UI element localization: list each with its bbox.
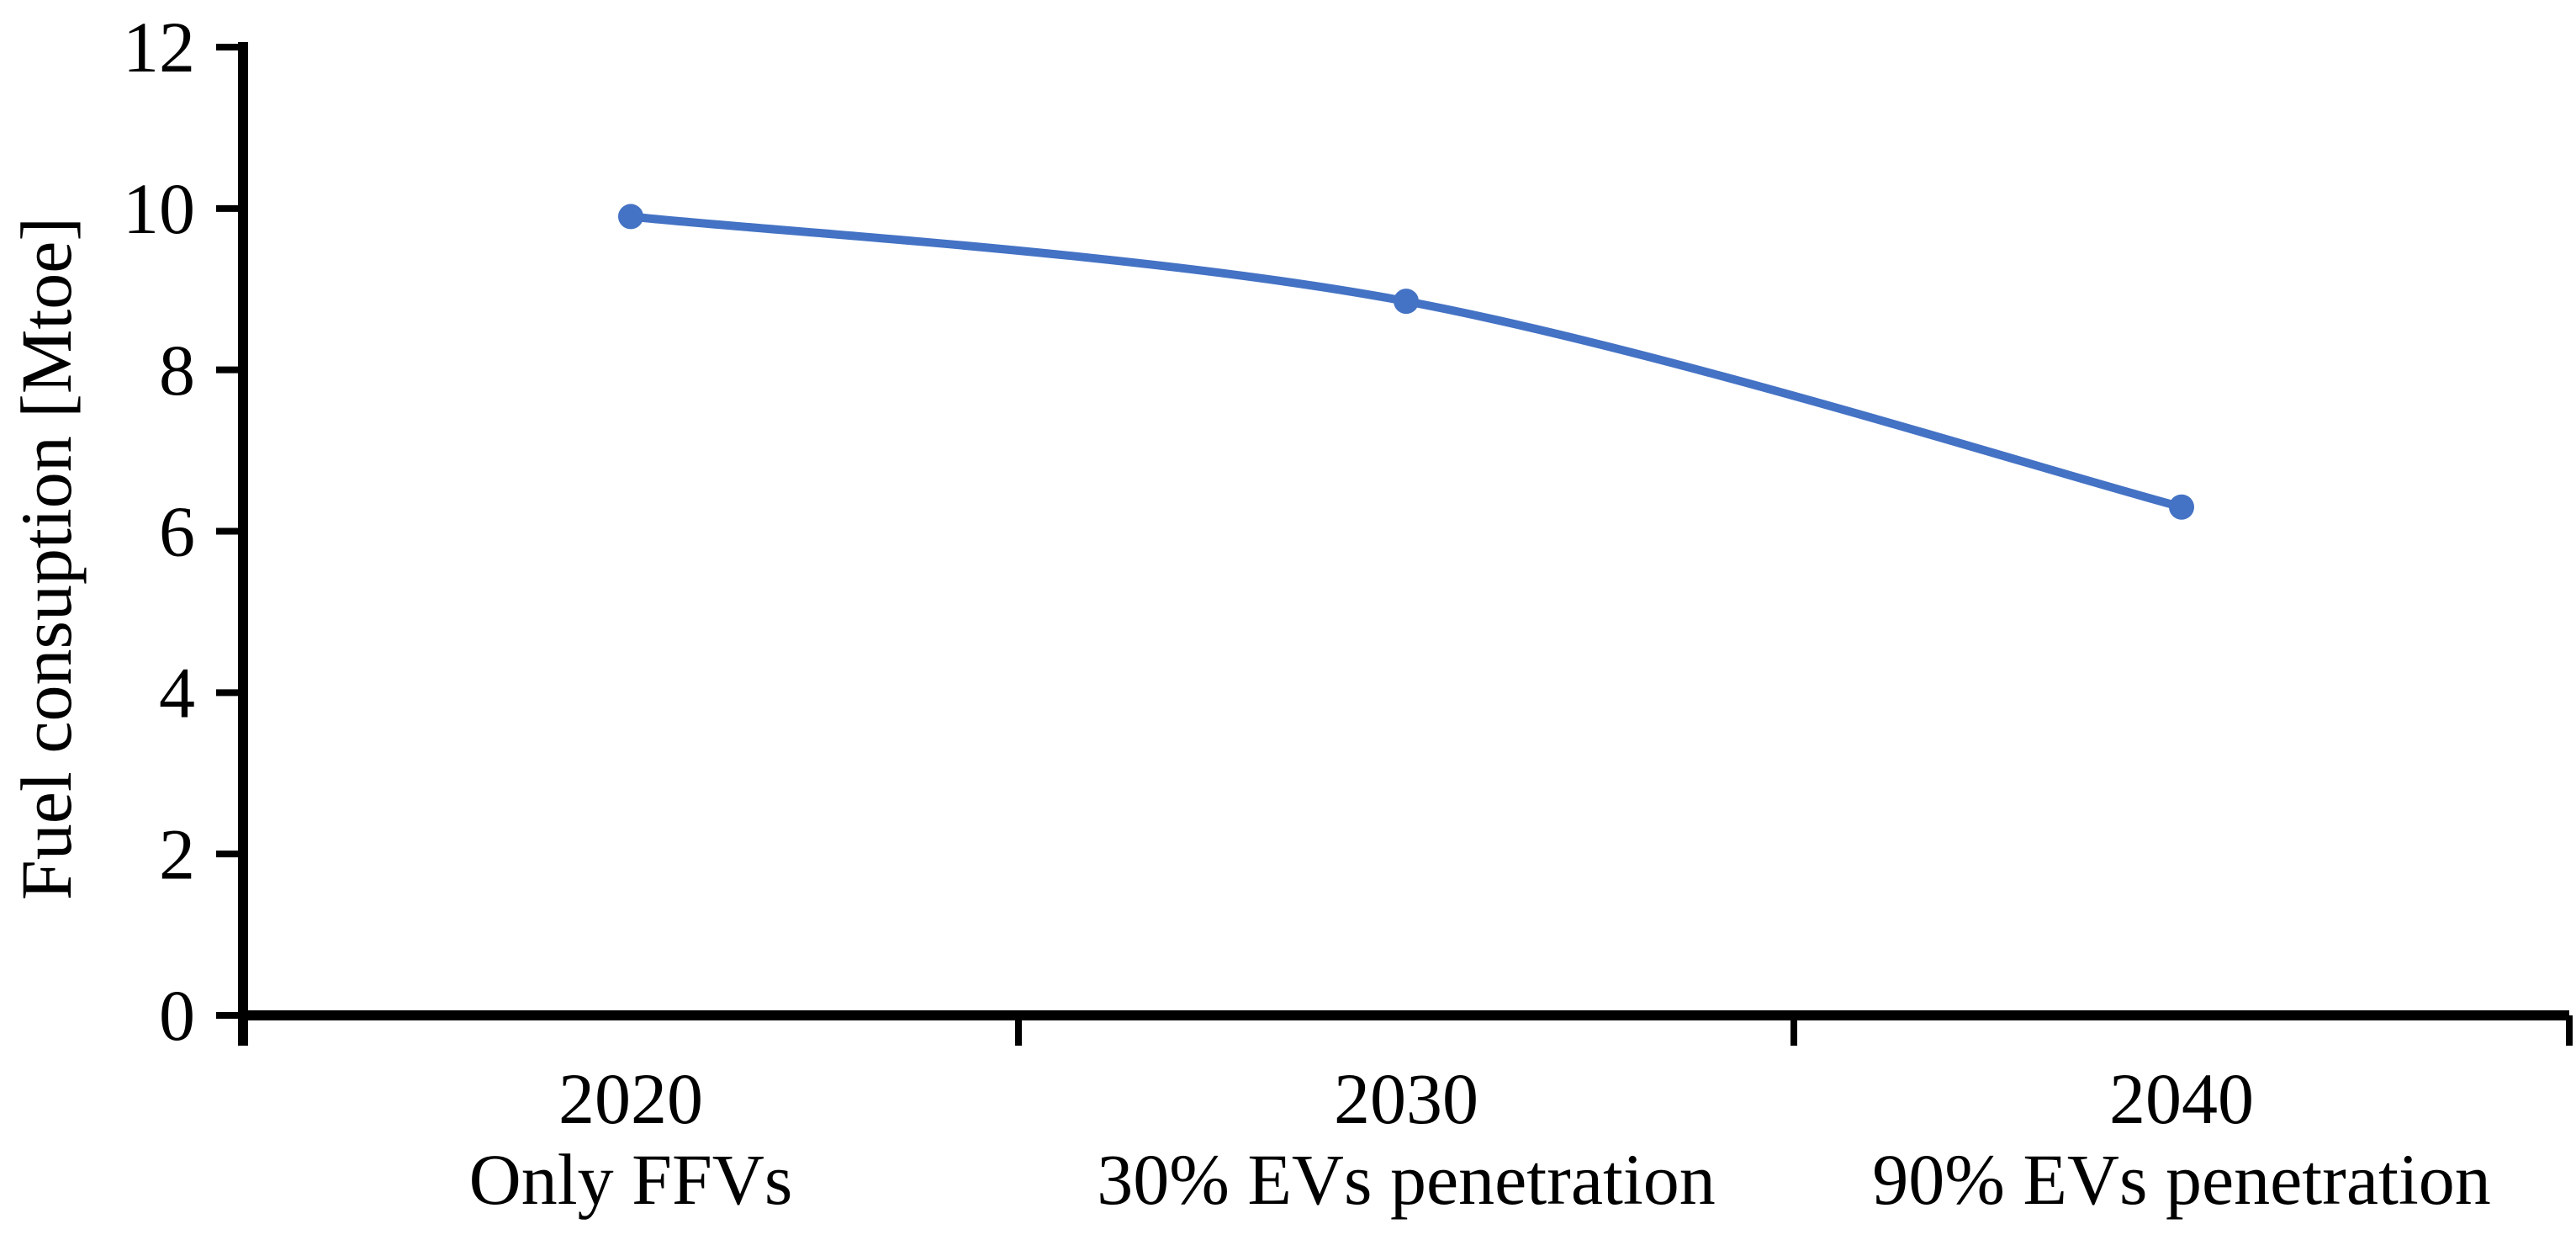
y-tick-label: 10 [123, 168, 195, 249]
y-tick-label: 2 [159, 813, 195, 894]
y-tick-label: 4 [159, 653, 195, 734]
y-axis-title: Fuel consuption [Mtoe] [6, 217, 87, 900]
y-axis-ticks [216, 44, 243, 1019]
data-series [618, 204, 2194, 520]
data-point-marker [1394, 289, 1419, 315]
category-year-label: 2020 [558, 1058, 703, 1139]
category-year-label: 2040 [2109, 1058, 2254, 1139]
series-line [627, 212, 2186, 511]
y-tick-label: 6 [159, 491, 195, 572]
category-scenario-label: 30% EVs penetration [1097, 1139, 1716, 1220]
category-year-label: 2030 [1334, 1058, 1478, 1139]
data-point-marker [2169, 494, 2194, 520]
y-tick-label: 8 [159, 330, 195, 411]
category-scenario-label: 90% EVs penetration [1872, 1139, 2491, 1220]
y-axis-tick-labels: 0 2 4 6 8 10 12 [123, 7, 195, 1056]
y-tick-label: 12 [123, 7, 195, 87]
axes [238, 42, 2569, 1046]
y-tick-label: 0 [159, 975, 195, 1056]
data-point-marker [618, 204, 643, 230]
category-scenario-label: Only FFVs [469, 1139, 793, 1220]
